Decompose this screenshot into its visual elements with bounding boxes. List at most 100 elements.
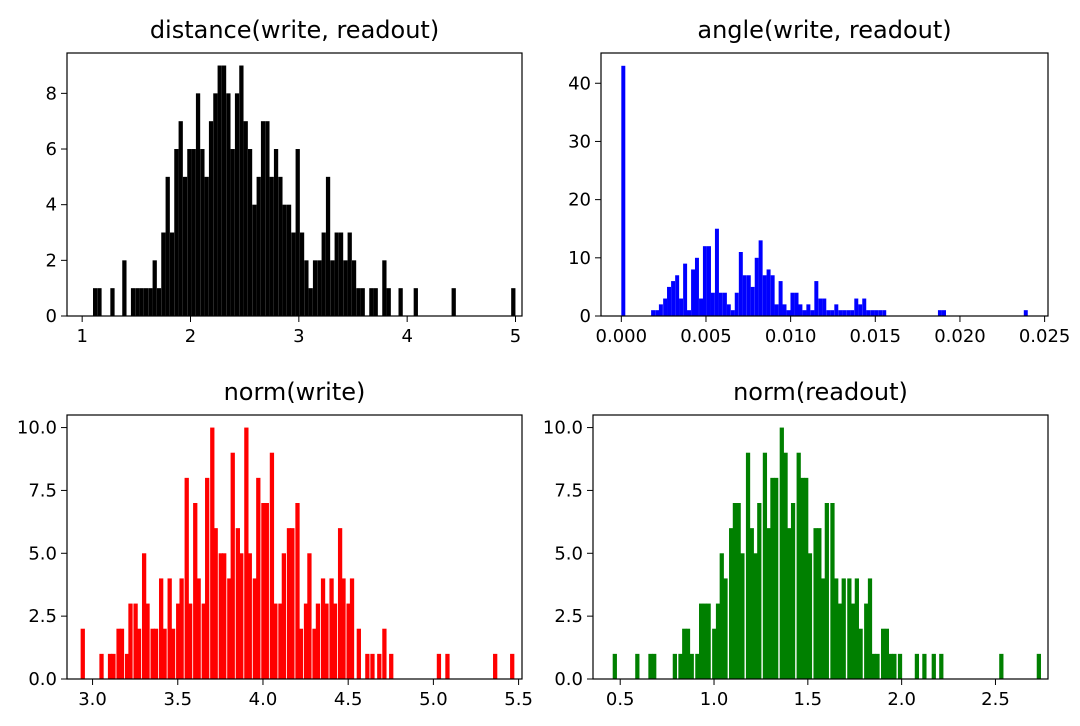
histogram-bar: [722, 292, 727, 316]
histogram-bar: [702, 603, 707, 679]
histogram-bar: [247, 553, 252, 679]
subplot-norm-write: norm(write) 3.0 3.5 4.0 4.5 5.0 5.5 0.0 2.5 5.0 7…: [17, 378, 533, 710]
y-tick-label: 2.5: [554, 606, 583, 627]
histogram-bar: [621, 65, 626, 316]
histogram-bar: [672, 653, 677, 679]
histogram-bar: [128, 603, 133, 679]
histogram-bar: [239, 65, 244, 317]
histogram-bar: [678, 653, 683, 679]
histogram-bar: [695, 653, 700, 679]
histogram-bar: [667, 286, 672, 316]
histogram-bar: [226, 93, 231, 316]
histogram-bar: [307, 553, 312, 679]
histogram-bar: [291, 232, 296, 316]
histogram-bar: [790, 292, 795, 316]
histogram-bar: [888, 653, 893, 679]
histogram-bar: [351, 260, 357, 316]
histogram-bar: [332, 603, 338, 679]
bars: [621, 65, 1028, 316]
y-tick-label: 20: [568, 190, 591, 211]
histogram-bar: [93, 288, 98, 316]
histogram-bar: [312, 628, 317, 679]
histogram-bar: [413, 288, 418, 316]
histogram-bar: [273, 603, 278, 679]
axes-frame: [66, 414, 523, 680]
axes-frame: [66, 52, 523, 317]
histogram-bar: [714, 228, 719, 316]
x-tick-label: 5: [510, 326, 521, 347]
x-tick-label: 1.0: [700, 689, 729, 710]
histogram-bar: [942, 310, 946, 316]
histogram-bar: [874, 310, 879, 316]
histogram-bar: [847, 578, 852, 679]
histogram-bar: [1023, 310, 1028, 316]
histogram-bar: [750, 286, 755, 316]
x-tick-label: 0.010: [765, 326, 817, 347]
y-tick-label: 8: [46, 83, 57, 104]
histogram-bar: [159, 578, 164, 679]
histogram-bar: [148, 288, 153, 316]
histogram-bar: [850, 310, 855, 316]
histogram-bar: [937, 310, 942, 316]
histogram-bar: [740, 553, 745, 679]
x-tick-label: 0.005: [680, 326, 732, 347]
histogram-bar: [349, 578, 355, 679]
histogram-bar: [719, 553, 724, 679]
histogram-bar: [846, 310, 851, 316]
histogram-bar: [116, 628, 121, 679]
histogram-bar: [386, 288, 391, 316]
histogram-bar: [325, 176, 331, 316]
histogram-bar: [135, 288, 140, 316]
y-tick-label: 7.5: [28, 480, 57, 501]
histogram-bar: [337, 528, 343, 679]
histogram-bar: [304, 260, 309, 316]
histogram-bar: [187, 603, 193, 679]
histogram-bar: [800, 477, 805, 679]
histogram-bar: [295, 503, 300, 679]
histogram-bar: [247, 149, 253, 316]
y-tick-label: 30: [568, 131, 591, 152]
histogram-bar: [167, 578, 172, 679]
histogram-bar: [882, 310, 887, 316]
histogram-bar: [256, 477, 261, 679]
histogram-bar: [256, 176, 261, 316]
histogram-bar: [213, 93, 218, 316]
histogram-bar: [862, 298, 867, 316]
histogram-bar: [356, 288, 361, 316]
histogram-bar: [317, 260, 322, 316]
histogram-bar: [774, 304, 779, 316]
histogram-bar: [897, 653, 903, 679]
histogram-bar: [222, 553, 227, 679]
histogram-bar: [738, 252, 743, 316]
histogram-bar: [265, 121, 270, 316]
histogram-bar: [782, 304, 787, 316]
histogram-bar: [298, 628, 304, 679]
histogram-bar: [170, 628, 176, 679]
histogram-bar: [635, 653, 640, 679]
histogram-bar: [286, 528, 292, 679]
histogram-bar: [451, 288, 456, 316]
histogram-bar: [369, 288, 374, 316]
histogram-bar: [802, 310, 807, 316]
histogram-bar: [97, 288, 102, 316]
histogram-bar: [652, 653, 657, 679]
histogram-bar: [806, 304, 811, 316]
histogram-bar: [110, 288, 115, 316]
histogram-bar: [389, 653, 394, 679]
x-tick-label: 4.5: [334, 689, 363, 710]
histogram-bar: [356, 628, 361, 679]
y-tick-label: 4: [46, 195, 57, 216]
histogram-bar: [794, 292, 799, 316]
x-tick-label: 5.0: [419, 689, 448, 710]
histogram-bar: [174, 149, 179, 316]
histogram-bar: [445, 653, 450, 679]
histogram-bar: [162, 628, 167, 679]
histogram-bar: [842, 310, 847, 316]
histogram-bar: [179, 578, 184, 679]
histogram-bar: [774, 477, 779, 679]
histogram-bar: [746, 275, 751, 316]
histogram-bar: [252, 204, 257, 316]
histogram-bar: [218, 553, 223, 679]
histogram-bar: [729, 528, 734, 679]
histogram-bar: [783, 452, 788, 679]
